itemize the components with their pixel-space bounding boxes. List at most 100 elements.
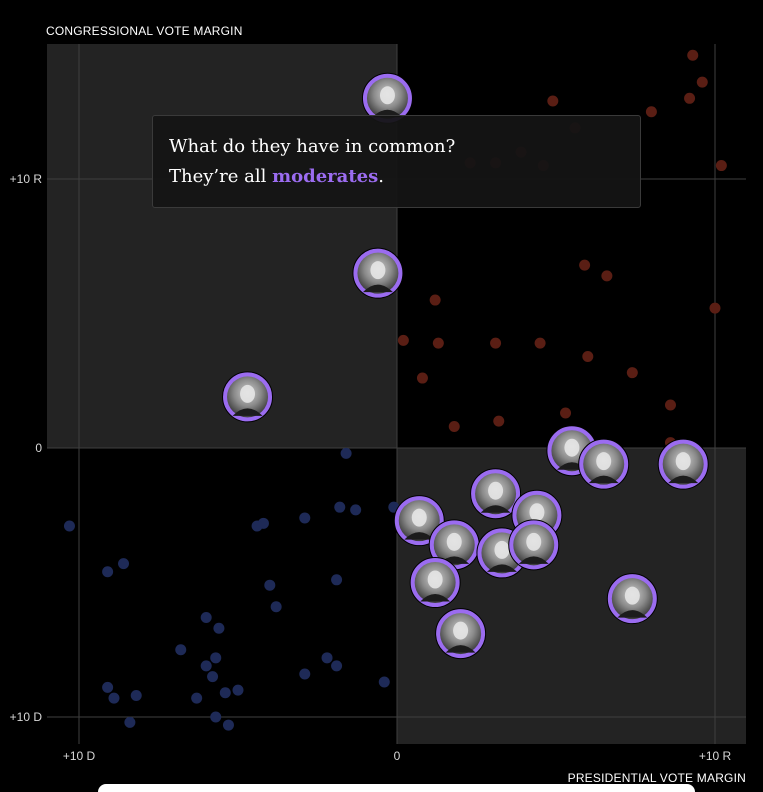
portrait-face	[427, 570, 443, 589]
y-tick-label: +10 R	[10, 172, 43, 186]
democrat-dot	[210, 652, 222, 664]
portrait-shoulders	[588, 475, 619, 484]
republican-dot	[664, 399, 676, 411]
republican-dot	[579, 259, 591, 271]
democrat-dot	[63, 520, 75, 532]
portrait-face	[411, 508, 427, 527]
moderate-portrait	[435, 608, 487, 660]
moderate-portrait	[428, 519, 480, 571]
portrait-shoulders	[668, 475, 699, 484]
democrat-dot	[334, 501, 346, 513]
moderates-highlight: moderates	[272, 166, 379, 187]
portrait-face	[379, 86, 395, 105]
portrait-face	[529, 503, 545, 522]
annotation-tooltip: What do they have in common? They’re all…	[152, 115, 641, 208]
y-tick-label: 0	[35, 441, 42, 455]
moderate-portrait	[222, 371, 274, 423]
republican-dot	[645, 106, 657, 118]
democrat-dot	[321, 652, 333, 664]
republican-dot	[397, 334, 409, 346]
democrat-dot	[350, 504, 362, 516]
republican-dot	[416, 372, 428, 384]
democrat-dot	[108, 692, 120, 704]
republican-dot	[534, 337, 546, 349]
portrait-face	[446, 532, 462, 551]
moderate-portrait	[508, 519, 560, 571]
republican-dot	[715, 160, 727, 172]
moderate-portrait	[470, 468, 522, 520]
democrat-dot	[340, 447, 352, 459]
moderate-portrait	[361, 72, 413, 124]
bottom-panel-edge	[98, 784, 695, 792]
portrait-shoulders	[362, 284, 393, 293]
democrat-dot	[213, 622, 225, 634]
republican-dot	[696, 76, 708, 88]
republican-dot	[626, 367, 638, 379]
democrat-dot	[118, 558, 130, 570]
democrat-dot	[222, 719, 234, 731]
democrat-dot	[207, 671, 219, 683]
moderate-portrait	[657, 438, 709, 490]
republican-dot	[687, 49, 699, 61]
democrat-dot	[331, 660, 343, 672]
portrait-shoulders	[617, 610, 648, 618]
democrat-dot	[102, 566, 114, 578]
portrait-face	[596, 452, 612, 471]
portrait-face	[564, 438, 580, 457]
democrat-dot	[331, 574, 343, 586]
tooltip-line-1: What do they have in common?	[169, 136, 456, 157]
tooltip-line-2-prefix: They’re all	[169, 166, 273, 187]
republican-dot	[429, 294, 441, 306]
democrat-dot	[175, 644, 187, 656]
portrait-shoulders	[420, 594, 451, 602]
portrait-shoulders	[486, 564, 517, 572]
x-tick-label: +10 R	[699, 749, 732, 763]
tooltip-line-2-suffix: .	[378, 166, 384, 187]
portrait-shoulders	[445, 645, 476, 653]
republican-dot	[601, 270, 613, 282]
moderate-portrait	[606, 573, 658, 625]
democrat-dot	[219, 687, 231, 699]
y-tick-label: +10 D	[10, 710, 43, 724]
y-axis-title: CONGRESSIONAL VOTE MARGIN	[46, 24, 243, 38]
democrat-dot	[299, 512, 311, 524]
portrait-face	[526, 532, 542, 551]
democrat-dot	[130, 689, 142, 701]
democrat-dot	[270, 601, 282, 613]
republican-dot	[582, 351, 594, 363]
republican-dot	[560, 407, 572, 419]
portrait-face	[675, 452, 691, 471]
democrat-dot	[191, 692, 203, 704]
democrat-dot	[200, 611, 212, 623]
portrait-shoulders	[404, 532, 435, 540]
x-axis-title: PRESIDENTIAL VOTE MARGIN	[567, 771, 746, 785]
x-tick-label: +10 D	[63, 749, 96, 763]
republican-dot	[709, 302, 721, 314]
portrait-shoulders	[232, 408, 263, 416]
democrat-dot	[102, 681, 114, 693]
portrait-face	[240, 384, 256, 403]
democrat-dot	[251, 520, 263, 532]
democrat-dot	[299, 668, 311, 680]
republican-dot	[547, 95, 559, 107]
democrat-dot	[200, 660, 212, 672]
portrait-face	[488, 481, 504, 500]
democrat-dot	[124, 716, 136, 728]
republican-dot	[432, 337, 444, 349]
moderate-portrait	[352, 247, 404, 299]
democrat-dot	[378, 676, 390, 688]
democrat-dot	[232, 684, 244, 696]
portrait-face	[370, 261, 386, 280]
moderate-portrait	[578, 438, 630, 490]
republican-dot	[490, 337, 502, 349]
shaded-quadrant-top-left	[47, 44, 397, 448]
tooltip-line-2: They’re all moderates.	[169, 162, 624, 192]
portrait-face	[453, 621, 469, 640]
republican-dot	[493, 415, 505, 427]
republican-dot	[448, 420, 460, 432]
democrat-dot	[264, 579, 276, 591]
portrait-shoulders	[518, 556, 549, 564]
portrait-face	[624, 586, 640, 605]
democrat-dot	[210, 711, 222, 723]
